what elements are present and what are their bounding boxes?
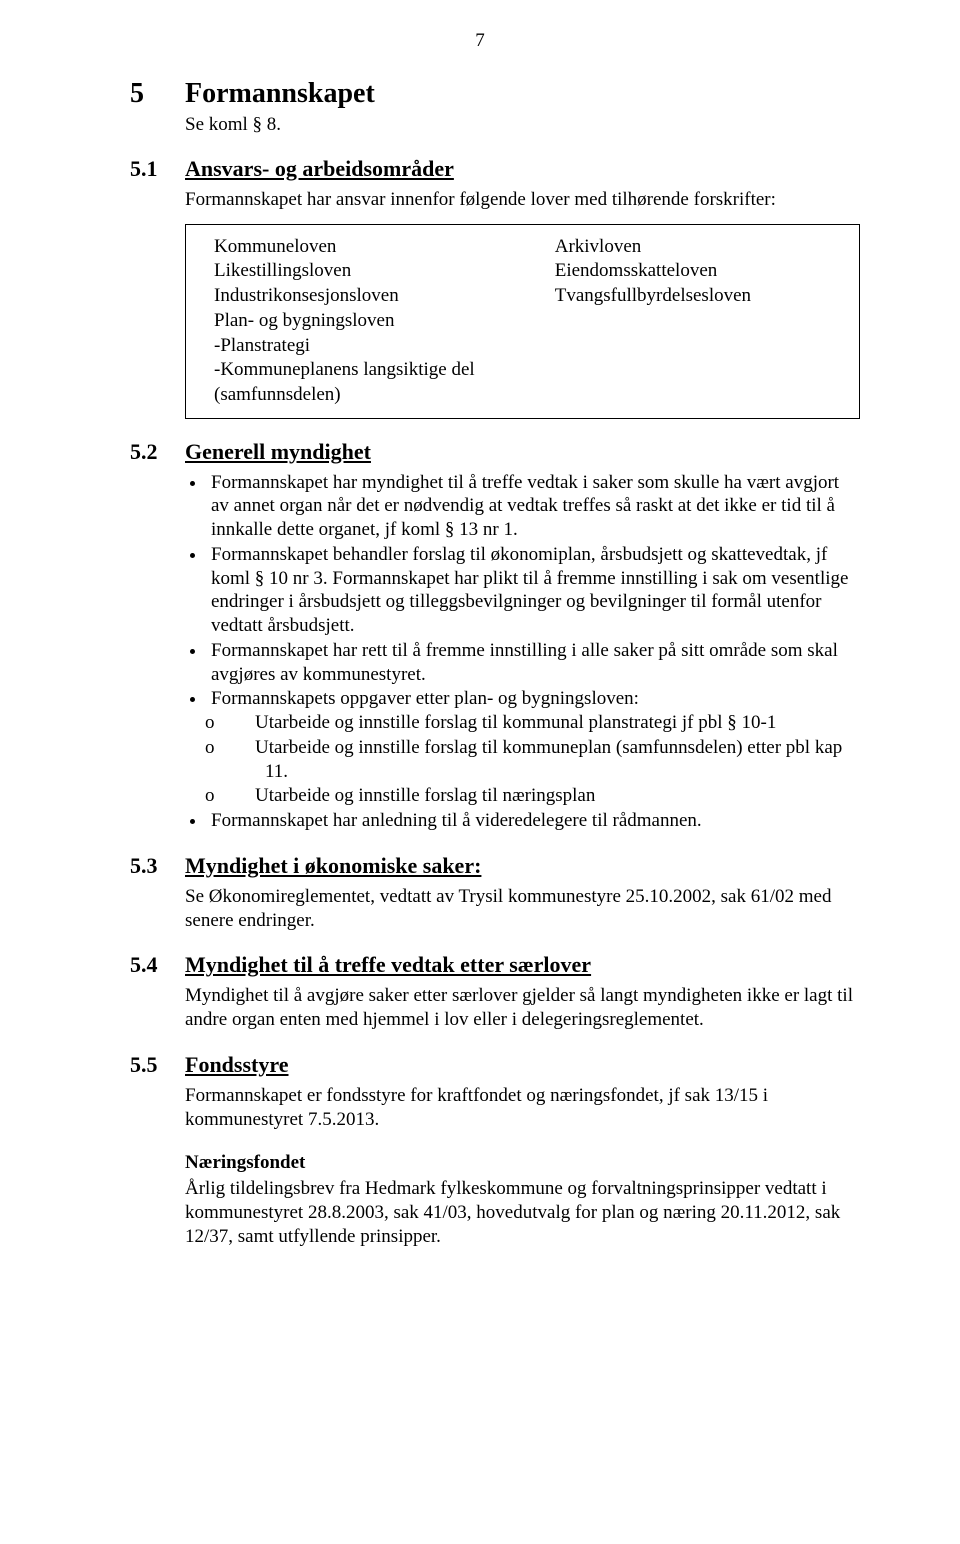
circle-icon: o <box>235 784 255 808</box>
sub-o-item: oUtarbeide og innstille forslag til komm… <box>235 711 860 735</box>
sub-o-text: Utarbeide og innstille forslag til kommu… <box>255 737 842 782</box>
spacer <box>130 1133 860 1149</box>
circle-icon: o <box>235 711 255 735</box>
naeringsfondet-heading: Næringsfondet <box>185 1151 860 1175</box>
heading-5-4: 5.4 Myndighet til å treffe vedtak etter … <box>130 952 860 978</box>
heading-5-5-title: Fondsstyre <box>185 1052 289 1078</box>
law-left-item: -Kommuneplanens langsiktige del <box>214 358 555 383</box>
bullet-item: Formannskapet behandler forslag til økon… <box>207 543 860 638</box>
law-columns: Kommuneloven Likestillingsloven Industri… <box>214 235 845 408</box>
bullet-item: Formannskapet har anledning til å videre… <box>207 809 860 833</box>
bullet-item-text: Formannskapets oppgaver etter plan- og b… <box>211 688 639 709</box>
law-column-right: Arkivloven Eiendomsskatteloven Tvangsful… <box>555 235 845 408</box>
heading-5-title: Formannskapet <box>185 78 375 110</box>
heading-5-2-number: 5.2 <box>130 439 185 465</box>
sub-o-item: oUtarbeide og innstille forslag til næri… <box>235 784 860 808</box>
law-left-item: Likestillingsloven <box>214 259 555 284</box>
heading-5-1: 5.1 Ansvars- og arbeidsområder <box>130 156 860 182</box>
circle-icon: o <box>235 736 255 760</box>
heading-5-3-number: 5.3 <box>130 853 185 879</box>
section-5-5-body1: Formannskapet er fondsstyre for kraftfon… <box>185 1084 860 1132</box>
bullet-item: Formannskapet har rett til å fremme inns… <box>207 639 860 687</box>
section-5-4-body: Myndighet til å avgjøre saker etter særl… <box>185 984 860 1032</box>
heading-5-subtitle: Se koml § 8. <box>185 114 860 136</box>
law-left-item: -Planstrategi <box>214 334 555 359</box>
sub-o-list: oUtarbeide og innstille forslag til komm… <box>211 711 860 808</box>
heading-5-number: 5 <box>130 78 185 110</box>
bullet-item: Formannskapets oppgaver etter plan- og b… <box>207 687 860 808</box>
section-5-3-body: Se Økonomireglementet, vedtatt av Trysil… <box>185 885 860 933</box>
law-left-item: Kommuneloven <box>214 235 555 260</box>
sub-o-text: Utarbeide og innstille forslag til nærin… <box>255 785 595 806</box>
law-right-item: Eiendomsskatteloven <box>555 259 845 284</box>
page-number: 7 <box>475 30 485 52</box>
heading-5-4-number: 5.4 <box>130 952 185 978</box>
heading-5-5-number: 5.5 <box>130 1052 185 1078</box>
heading-5-4-title: Myndighet til å treffe vedtak etter særl… <box>185 952 591 978</box>
law-left-item: (samfunnsdelen) <box>214 383 555 408</box>
bullet-item: Formannskapet har myndighet til å treffe… <box>207 471 860 542</box>
heading-5-1-number: 5.1 <box>130 156 185 182</box>
section-5-1-intro: Formannskapet har ansvar innenfor følgen… <box>185 188 860 212</box>
section-5-2-bullets: Formannskapet har myndighet til å treffe… <box>185 471 860 833</box>
law-left-item: Plan- og bygningsloven <box>214 309 555 334</box>
heading-5: 5 Formannskapet <box>130 78 860 110</box>
law-right-item: Arkivloven <box>555 235 845 260</box>
heading-5-2-title: Generell myndighet <box>185 439 371 465</box>
naeringsfondet-body: Årlig tildelingsbrev fra Hedmark fylkesk… <box>185 1177 860 1248</box>
law-right-item: Tvangsfullbyrdelsesloven <box>555 284 845 309</box>
heading-5-5: 5.5 Fondsstyre <box>130 1052 860 1078</box>
heading-5-3: 5.3 Myndighet i økonomiske saker: <box>130 853 860 879</box>
sub-o-item: oUtarbeide og innstille forslag til komm… <box>235 736 860 784</box>
sub-o-text: Utarbeide og innstille forslag til kommu… <box>255 712 776 733</box>
law-column-left: Kommuneloven Likestillingsloven Industri… <box>214 235 555 408</box>
law-left-item: Industrikonsesjonsloven <box>214 284 555 309</box>
heading-5-2: 5.2 Generell myndighet <box>130 439 860 465</box>
law-box: Kommuneloven Likestillingsloven Industri… <box>185 224 860 419</box>
page: 7 5 Formannskapet Se koml § 8. 5.1 Ansva… <box>0 0 960 1544</box>
heading-5-3-title: Myndighet i økonomiske saker: <box>185 853 481 879</box>
heading-5-1-title: Ansvars- og arbeidsområder <box>185 156 454 182</box>
